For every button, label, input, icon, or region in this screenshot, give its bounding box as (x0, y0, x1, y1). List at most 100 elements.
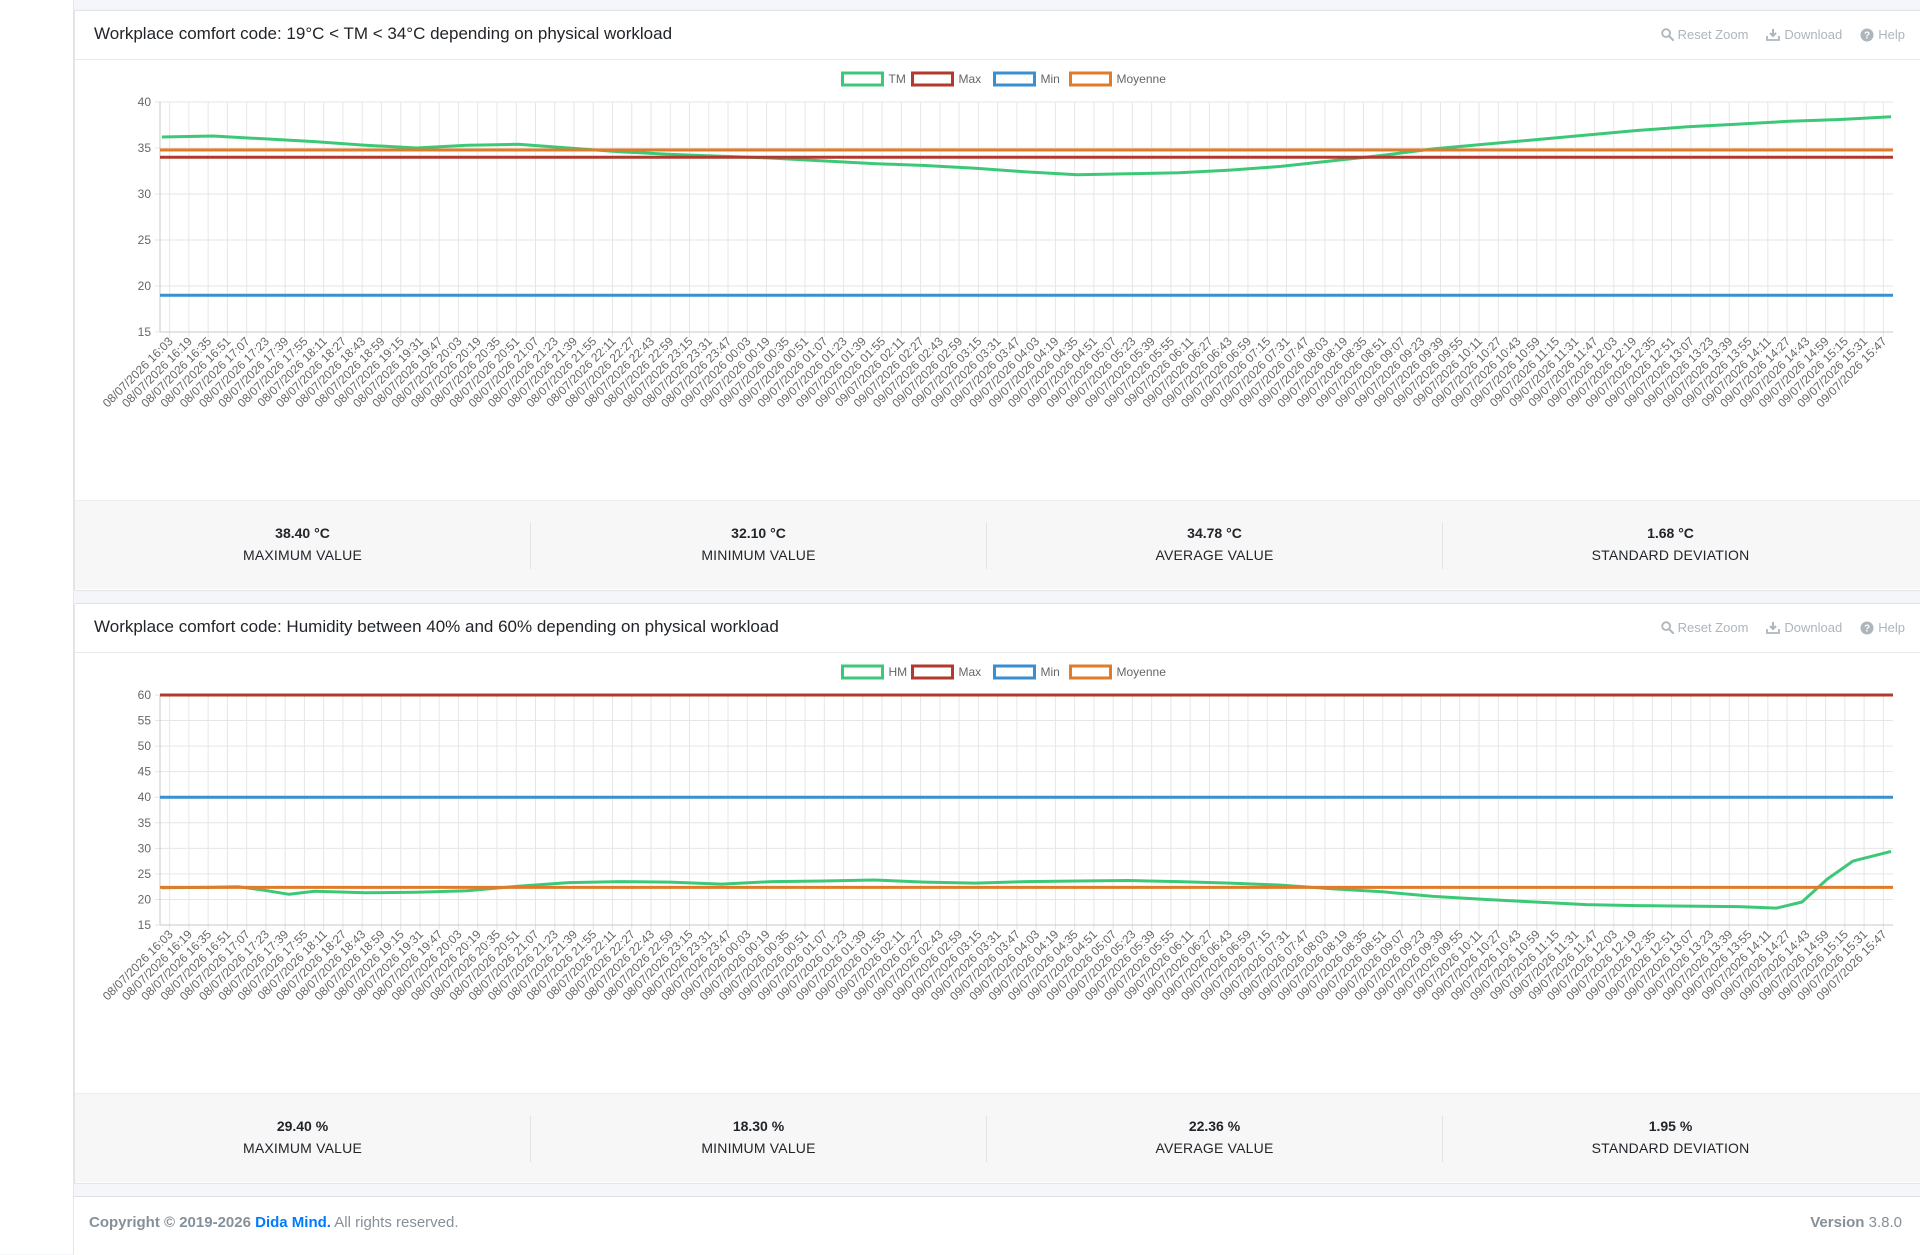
stat-label: STANDARD DEVIATION (1591, 547, 1750, 563)
legend-label: TM (889, 72, 906, 86)
stats-band: 29.40 % MAXIMUM VALUE 18.30 % MINIMUM VA… (75, 1093, 1920, 1182)
stat-label: MAXIMUM VALUE (242, 1140, 363, 1156)
y-tick-label: 25 (138, 233, 152, 247)
stat-divider (530, 523, 531, 569)
card-tools: Reset Zoom Download ? Help (1660, 620, 1905, 635)
reset-zoom-button[interactable]: Reset Zoom (1660, 620, 1749, 635)
help-label: Help (1878, 27, 1905, 42)
brand-link[interactable]: Dida Mind. (255, 1214, 331, 1231)
footer: Copyright © 2019-2026 Dida Mind. All rig… (74, 1196, 1920, 1255)
y-tick-label: 40 (138, 95, 152, 109)
y-tick-label: 30 (138, 841, 152, 855)
card-title: Workplace comfort code: 19°C < TM < 34°C… (94, 24, 673, 43)
search-icon (1660, 621, 1674, 634)
footer-version: Version 3.8.0 (1810, 1214, 1902, 1231)
question-circle-icon: ? (1860, 28, 1874, 41)
legend-swatch (993, 664, 1036, 680)
stat-value: 29.40 % (276, 1118, 329, 1134)
stat-label: AVERAGE VALUE (1155, 1140, 1274, 1156)
help-label: Help (1878, 620, 1905, 635)
stat-std-dev: 1.95 % STANDARD DEVIATION (1443, 1094, 1898, 1182)
stat-value: 1.95 % (1648, 1118, 1693, 1134)
y-tick-label: 45 (138, 765, 152, 779)
card-tools: Reset Zoom Download ? Help (1660, 27, 1905, 42)
download-label: Download (1784, 27, 1843, 42)
stat-divider (530, 1116, 531, 1162)
stat-value: 32.10 °C (731, 525, 786, 541)
stat-label: AVERAGE VALUE (1155, 547, 1274, 563)
humidity-chart: 15 20 25 30 35 40 45 50 55 60 08/07/2026 16:03 08/0… (75, 652, 1920, 1052)
help-button[interactable]: ? Help (1860, 620, 1905, 635)
svg-text:?: ? (1864, 30, 1870, 41)
question-circle-icon: ? (1860, 621, 1874, 634)
rights-text: All rights reserved. (334, 1214, 459, 1231)
legend-swatch (1069, 664, 1112, 680)
stat-divider (1442, 1116, 1443, 1162)
legend-swatch (993, 71, 1036, 87)
y-tick-label: 15 (138, 325, 152, 339)
stat-value: 1.68 °C (1647, 525, 1694, 541)
chart-series (160, 693, 1893, 910)
y-tick-label: 35 (138, 141, 152, 155)
stat-max: 38.40 °C MAXIMUM VALUE (75, 501, 530, 589)
version-label: Version (1810, 1214, 1865, 1231)
legend-label: Min (1041, 665, 1060, 679)
chart-grid (155, 101, 1893, 337)
legend-label: Max (959, 72, 982, 86)
y-tick-label: 20 (138, 892, 152, 906)
card-header: Workplace comfort code: Humidity between… (75, 604, 1920, 653)
y-tick-label: 30 (138, 187, 152, 201)
download-icon (1766, 622, 1781, 634)
stat-std-dev: 1.68 °C STANDARD DEVIATION (1443, 501, 1898, 589)
stat-average: 34.78 °C AVERAGE VALUE (987, 501, 1442, 589)
legend-swatch (911, 664, 954, 680)
copyright-text: Copyright © 2019-2026 (89, 1214, 251, 1231)
series-line-tm (161, 115, 1892, 177)
stat-min: 32.10 °C MINIMUM VALUE (531, 501, 986, 589)
y-tick-label: 50 (138, 739, 152, 753)
download-button[interactable]: Download (1766, 27, 1842, 42)
series-line-hm (161, 849, 1892, 910)
svg-text:?: ? (1864, 623, 1870, 634)
legend-label: Max (959, 665, 982, 679)
stat-value: 34.78 °C (1187, 525, 1242, 541)
stats-band: 38.40 °C MAXIMUM VALUE 32.10 °C MINIMUM … (75, 500, 1920, 589)
y-tick-label: 40 (138, 790, 152, 804)
reset-zoom-button[interactable]: Reset Zoom (1660, 27, 1748, 42)
legend-label: Moyenne (1117, 665, 1167, 679)
legend-swatch (1069, 71, 1112, 87)
stat-value: 18.30 % (732, 1118, 785, 1134)
stat-label: MINIMUM VALUE (701, 547, 816, 563)
stat-divider (986, 523, 987, 569)
stat-average: 22.36 % AVERAGE VALUE (987, 1094, 1442, 1182)
stat-value: 38.40 °C (275, 525, 330, 541)
download-button[interactable]: Download (1766, 620, 1842, 635)
legend-label: Min (1041, 72, 1060, 86)
download-icon (1766, 29, 1781, 41)
stat-label: MINIMUM VALUE (701, 1140, 816, 1156)
legend-swatch (841, 71, 884, 87)
footer-copyright: Copyright © 2019-2026 Dida Mind. All rig… (89, 1214, 459, 1231)
y-tick-label: 25 (138, 867, 152, 881)
chart-series (160, 115, 1893, 297)
reset-zoom-label: Reset Zoom (1677, 620, 1749, 635)
y-tick-label: 35 (138, 816, 152, 830)
download-label: Download (1784, 620, 1843, 635)
chart-grid (155, 694, 1893, 930)
stat-divider (986, 1116, 987, 1162)
sidebar-strip (0, 0, 74, 1254)
stat-label: MAXIMUM VALUE (242, 547, 363, 563)
chart-legend: HM Max Min Moyenne (841, 664, 1167, 680)
help-button[interactable]: ? Help (1860, 27, 1905, 42)
stat-min: 18.30 % MINIMUM VALUE (531, 1094, 986, 1182)
legend-swatch (911, 71, 954, 87)
humidity-card: Workplace comfort code: Humidity between… (74, 603, 1920, 1184)
stat-label: STANDARD DEVIATION (1591, 1140, 1750, 1156)
legend-swatch (841, 664, 884, 680)
y-tick-label: 15 (138, 918, 152, 932)
chart-legend: TM Max Min Moyenne (841, 71, 1166, 87)
y-tick-label: 55 (138, 714, 152, 728)
version-value: 3.8.0 (1868, 1214, 1902, 1231)
card-header: Workplace comfort code: 19°C < TM < 34°C… (75, 11, 1920, 60)
y-tick-label: 60 (138, 688, 152, 702)
